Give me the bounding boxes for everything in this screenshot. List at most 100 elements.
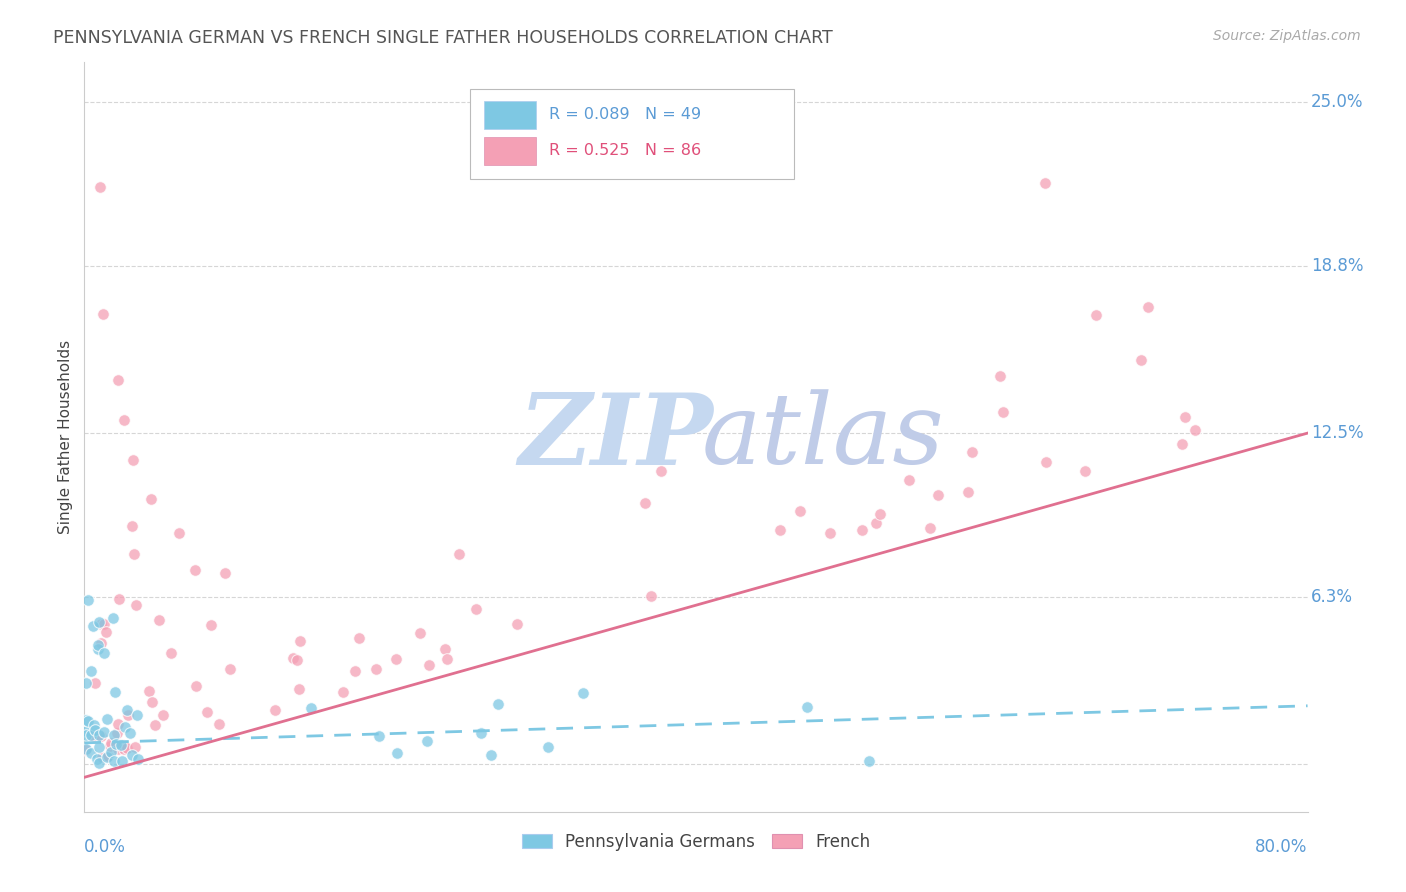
Pennsylvania Germans <box>75 741 97 756</box>
Text: 12.5%: 12.5% <box>1312 424 1364 442</box>
Pennsylvania Germans <box>486 698 509 712</box>
Pennsylvania Germans <box>83 717 105 731</box>
French <box>418 657 440 672</box>
Pennsylvania Germans <box>87 638 110 652</box>
French <box>107 742 129 756</box>
French <box>90 729 112 743</box>
French <box>1174 410 1197 425</box>
Pennsylvania Germans <box>75 723 97 738</box>
Pennsylvania Germans <box>77 714 100 728</box>
Pennsylvania Germans <box>93 725 115 739</box>
Pennsylvania Germans <box>114 720 136 734</box>
Pennsylvania Germans <box>75 675 97 690</box>
French <box>769 524 792 538</box>
French <box>107 717 129 731</box>
Legend: Pennsylvania Germans, French: Pennsylvania Germans, French <box>515 826 877 857</box>
Pennsylvania Germans <box>481 747 503 762</box>
Pennsylvania Germans <box>96 712 118 726</box>
French <box>1033 177 1056 191</box>
Pennsylvania Germans <box>87 728 110 742</box>
Text: atlas: atlas <box>702 390 945 484</box>
French <box>97 749 120 764</box>
French <box>464 602 486 616</box>
French <box>125 598 148 612</box>
Pennsylvania Germans <box>127 752 149 766</box>
French <box>385 652 408 666</box>
French <box>409 626 432 640</box>
French <box>920 521 942 535</box>
Pennsylvania Germans <box>87 756 110 770</box>
Pennsylvania Germans <box>121 748 143 763</box>
French <box>851 524 873 538</box>
French <box>214 566 236 580</box>
French <box>108 592 131 607</box>
Pennsylvania Germans <box>103 728 125 742</box>
French <box>650 464 672 478</box>
French <box>124 739 146 754</box>
French <box>184 679 207 693</box>
Text: 0.0%: 0.0% <box>84 838 127 856</box>
Pennsylvania Germans <box>86 641 108 656</box>
French <box>107 373 129 387</box>
French <box>105 726 128 740</box>
Pennsylvania Germans <box>858 754 880 768</box>
French <box>288 681 311 696</box>
French <box>112 742 135 756</box>
Pennsylvania Germans <box>115 703 138 717</box>
French <box>1085 308 1108 322</box>
French <box>90 617 112 632</box>
French <box>218 662 240 676</box>
French <box>83 675 105 690</box>
French <box>1137 300 1160 314</box>
Text: 25.0%: 25.0% <box>1312 93 1364 112</box>
French <box>138 684 160 698</box>
French <box>344 665 367 679</box>
French <box>1171 437 1194 451</box>
French <box>1129 352 1152 367</box>
Pennsylvania Germans <box>77 593 100 607</box>
French <box>75 743 97 757</box>
French <box>98 739 121 753</box>
Pennsylvania Germans <box>100 745 122 759</box>
French <box>167 525 190 540</box>
French <box>143 718 166 732</box>
Pennsylvania Germans <box>796 699 818 714</box>
Pennsylvania Germans <box>80 728 103 742</box>
Pennsylvania Germans <box>80 746 103 760</box>
French <box>820 525 842 540</box>
French <box>1074 464 1097 478</box>
Pennsylvania Germans <box>111 754 134 768</box>
Text: PENNSYLVANIA GERMAN VS FRENCH SINGLE FATHER HOUSEHOLDS CORRELATION CHART: PENNSYLVANIA GERMAN VS FRENCH SINGLE FAT… <box>53 29 834 46</box>
FancyBboxPatch shape <box>484 136 536 165</box>
FancyBboxPatch shape <box>470 88 794 178</box>
Pennsylvania Germans <box>75 713 97 727</box>
Text: 18.8%: 18.8% <box>1312 257 1364 276</box>
Pennsylvania Germans <box>89 615 111 629</box>
French <box>349 632 371 646</box>
Pennsylvania Germans <box>101 611 124 625</box>
Text: R = 0.089   N = 49: R = 0.089 N = 49 <box>550 107 702 122</box>
French <box>183 563 205 577</box>
French <box>121 452 143 467</box>
French <box>991 404 1014 418</box>
French <box>82 729 104 743</box>
Pennsylvania Germans <box>104 685 127 699</box>
French <box>115 740 138 755</box>
Pennsylvania Germans <box>96 750 118 764</box>
French <box>332 685 354 699</box>
Pennsylvania Germans <box>80 664 103 678</box>
French <box>290 633 312 648</box>
French <box>200 618 222 632</box>
Pennsylvania Germans <box>104 737 127 751</box>
Pennsylvania Germans <box>82 619 104 633</box>
French <box>148 614 170 628</box>
Pennsylvania Germans <box>83 723 105 738</box>
French <box>283 650 305 665</box>
French <box>789 504 811 518</box>
French <box>449 547 471 561</box>
Text: R = 0.525   N = 86: R = 0.525 N = 86 <box>550 144 702 159</box>
French <box>112 413 135 427</box>
French <box>869 507 891 521</box>
Text: ZIP: ZIP <box>519 389 714 485</box>
Pennsylvania Germans <box>87 739 110 754</box>
